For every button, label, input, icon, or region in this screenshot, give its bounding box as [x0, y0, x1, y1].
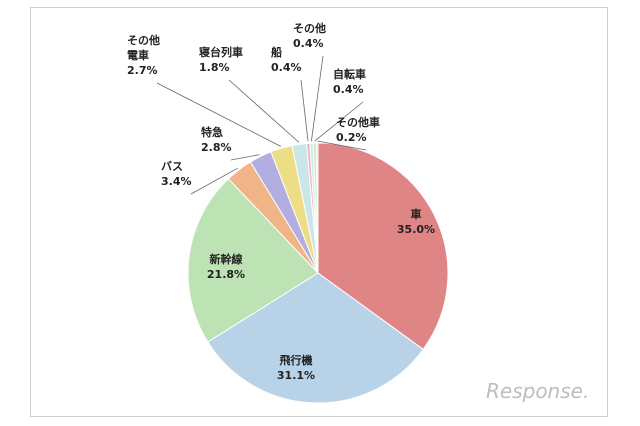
slice-category-label: 自転車: [333, 67, 366, 81]
pie-slice: [187, 178, 319, 343]
slice-value-label: 0.2%: [336, 131, 367, 144]
leader-line: [314, 101, 364, 142]
slice-value-label: 31.1%: [277, 369, 315, 382]
slice-category-label: 新幹線: [210, 252, 243, 266]
leader-lines: [156, 55, 367, 195]
slice-value-label: 0.4%: [293, 37, 324, 50]
pie-chart: 車35.0%飛行機31.1%新幹線21.8%バス3.4%特急2.8%その他電車2…: [127, 21, 589, 404]
slice-value-label: 0.4%: [333, 83, 364, 96]
response-watermark: Response.: [486, 379, 589, 403]
slice-value-label: 1.8%: [199, 61, 230, 74]
slice-value-label: 3.4%: [161, 175, 192, 188]
slice-category-label: バス: [161, 160, 183, 173]
slice-category-label: その他: [293, 21, 326, 35]
leader-line: [317, 140, 367, 151]
slice-value-label: 0.4%: [271, 61, 302, 74]
slice-value-label: 21.8%: [207, 268, 245, 281]
slice-category-label: その他: [127, 33, 160, 47]
leader-line: [228, 79, 300, 143]
slice-category-label: 車: [411, 207, 422, 221]
slice-value-label: 2.7%: [127, 64, 158, 77]
chart-frame: 車 35.0% 飛行機 31.1% 新幹線 21.8% バス 3.4% 特急 2.8% その他 電車 2…: [30, 7, 608, 417]
slice-labels: 車35.0%飛行機31.1%新幹線21.8%バス3.4%特急2.8%その他電車2…: [127, 21, 435, 382]
slice-value-label: 35.0%: [397, 223, 435, 236]
slice-category-label: 特急: [201, 125, 223, 139]
slice-category-label: 寝台列車: [199, 45, 243, 59]
slice-category-label: 電車: [127, 48, 149, 62]
leader-line: [310, 55, 324, 142]
slice-category-label: 船: [271, 45, 282, 59]
slice-category-label: 飛行機: [279, 353, 313, 367]
leader-line: [300, 79, 309, 142]
slice-category-label: その他車: [336, 115, 380, 129]
pie-slices: [187, 142, 449, 404]
pie-slice: [207, 272, 424, 404]
slice-value-label: 2.8%: [201, 141, 232, 154]
leader-line: [230, 154, 260, 161]
leader-line: [156, 82, 281, 147]
leader-line: [190, 167, 238, 195]
pie-slice: [315, 142, 319, 274]
